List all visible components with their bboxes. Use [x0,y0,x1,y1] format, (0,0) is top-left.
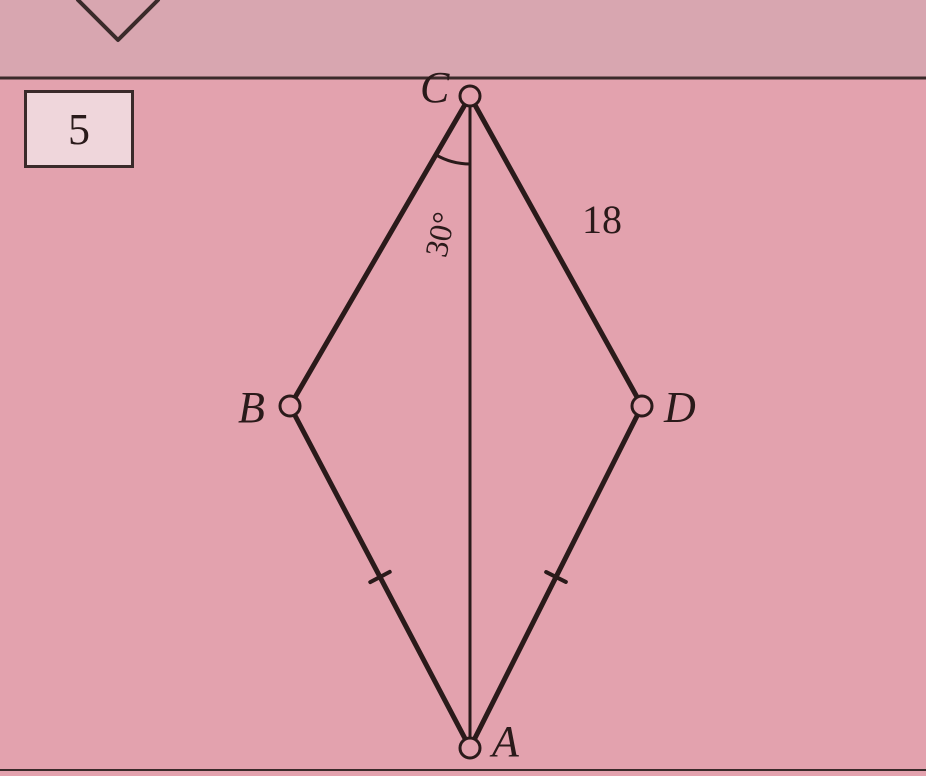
page-root: 5 C D A B 18 30° [0,0,926,776]
vertex-label-C: C [420,62,449,113]
side-length-label: 18 [582,196,622,243]
diagram-svg [0,0,926,776]
vertex-label-B: B [238,382,265,433]
vertex-label-D: D [664,382,696,433]
problem-number: 5 [68,104,90,155]
vertex-label-A: A [492,716,519,767]
problem-number-box: 5 [24,90,134,168]
